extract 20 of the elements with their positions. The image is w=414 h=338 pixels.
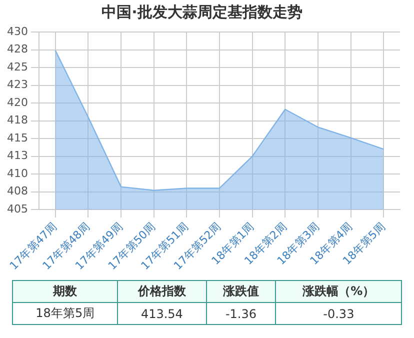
text: 涨跌值 bbox=[206, 280, 276, 302]
y-tick-label: 405 bbox=[6, 202, 28, 216]
text: 价格指数 bbox=[118, 280, 206, 302]
chart-title: 中国·批发大蒜周定基指数走势 bbox=[102, 2, 302, 21]
y-tick-label: 430 bbox=[6, 24, 28, 38]
text: 期数 bbox=[12, 280, 118, 302]
text: -0.33 bbox=[276, 302, 402, 324]
y-tick-label: 415 bbox=[6, 131, 28, 144]
y-tick-label: 425 bbox=[6, 60, 28, 74]
y-tick-label: 420 bbox=[6, 96, 28, 109]
y-tick-label: 413 bbox=[6, 149, 28, 162]
text: 413.54 bbox=[118, 302, 206, 324]
text: -1.36 bbox=[206, 302, 276, 324]
text: 涨跌幅（%） bbox=[276, 280, 402, 302]
y-tick-label: 410 bbox=[6, 166, 28, 180]
text: 18年第5周 bbox=[12, 302, 118, 324]
y-tick-label: 408 bbox=[6, 184, 28, 198]
y-tick-label: 428 bbox=[6, 42, 28, 56]
y-tick-label: 418 bbox=[6, 114, 28, 127]
y-tick-label: 423 bbox=[6, 78, 28, 92]
